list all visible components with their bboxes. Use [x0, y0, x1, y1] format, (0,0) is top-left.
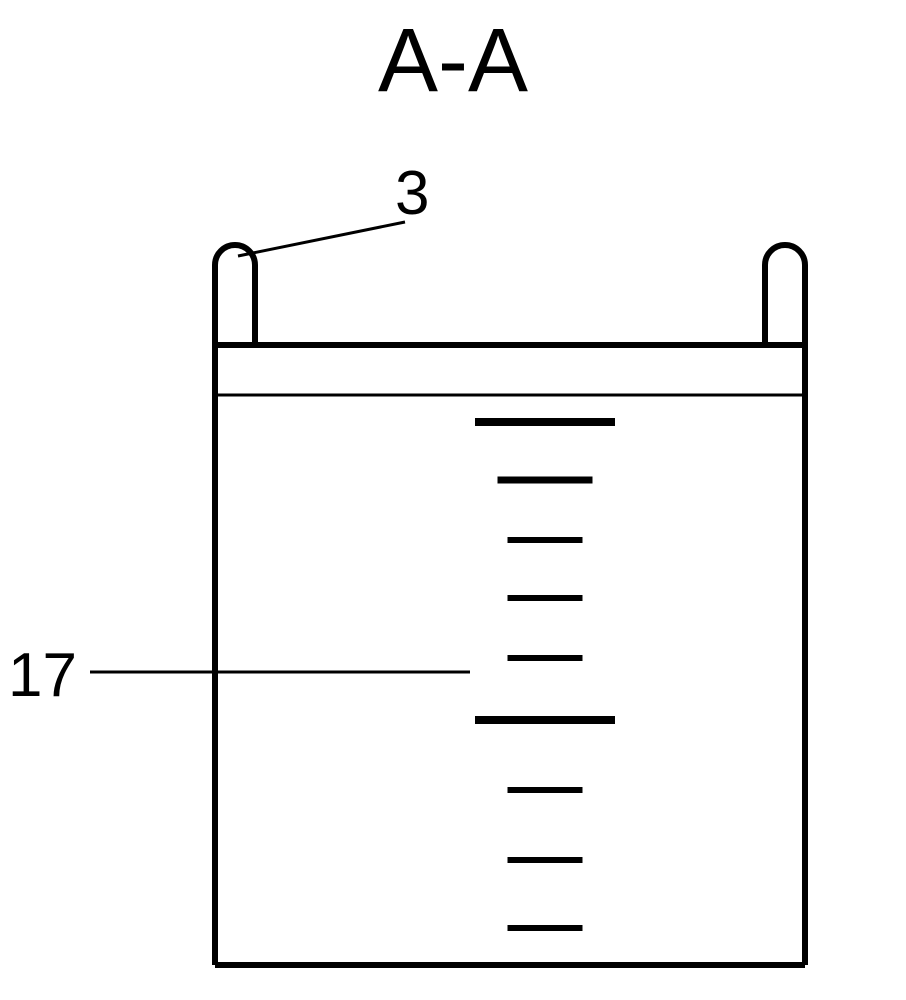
callout-label-3: 3	[395, 158, 429, 229]
technical-drawing	[0, 0, 906, 1000]
figure-canvas: A-A 3 17	[0, 0, 906, 1000]
callout-label-17: 17	[8, 640, 77, 711]
